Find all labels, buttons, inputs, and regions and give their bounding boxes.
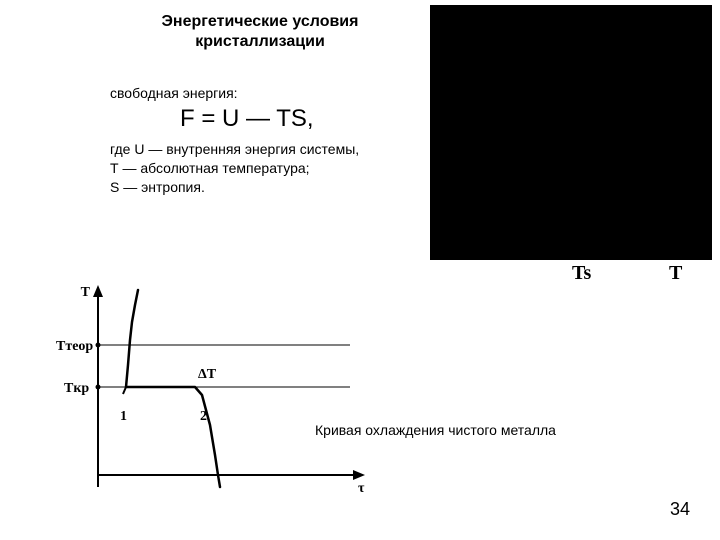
- slide: Энергетические условия кристаллизации св…: [0, 0, 720, 540]
- plateau-lines: [98, 345, 350, 387]
- page-number: 34: [670, 499, 690, 520]
- point-1-label: 1: [120, 409, 127, 424]
- def-line-2: Т — абсолютная температура;: [110, 159, 359, 178]
- ts-label: Ts: [572, 262, 591, 285]
- cooling-curve: [126, 290, 220, 487]
- t-kr-label: Tкр: [64, 381, 89, 396]
- delta-t-label: ΔT: [198, 367, 217, 382]
- undercool-kink: [123, 387, 126, 394]
- y-axis-label: T: [81, 285, 91, 300]
- figure-box: [430, 5, 712, 260]
- formula: F = U — TS,: [180, 105, 314, 133]
- tick-tteor: [96, 343, 101, 348]
- t-axis-label: T: [669, 262, 682, 285]
- intro-text: свободная энергия:: [110, 85, 238, 101]
- x-axis-label: τ: [358, 481, 365, 496]
- def-line-1: где U — внутренняя энергия системы,: [110, 140, 359, 159]
- def-line-3: S — энтропия.: [110, 178, 359, 197]
- t-teor-label: Tтеор: [56, 339, 93, 354]
- definitions: где U — внутренняя энергия системы, Т — …: [110, 140, 359, 197]
- cooling-curve-chart: T τ Tтеор Tкр ΔT 1 2: [50, 280, 390, 510]
- tick-tkr: [96, 385, 101, 390]
- point-2-label: 2: [200, 409, 207, 424]
- slide-title: Энергетические условия кристаллизации: [120, 12, 400, 52]
- chart-caption: Кривая охлаждения чистого металла: [315, 422, 556, 438]
